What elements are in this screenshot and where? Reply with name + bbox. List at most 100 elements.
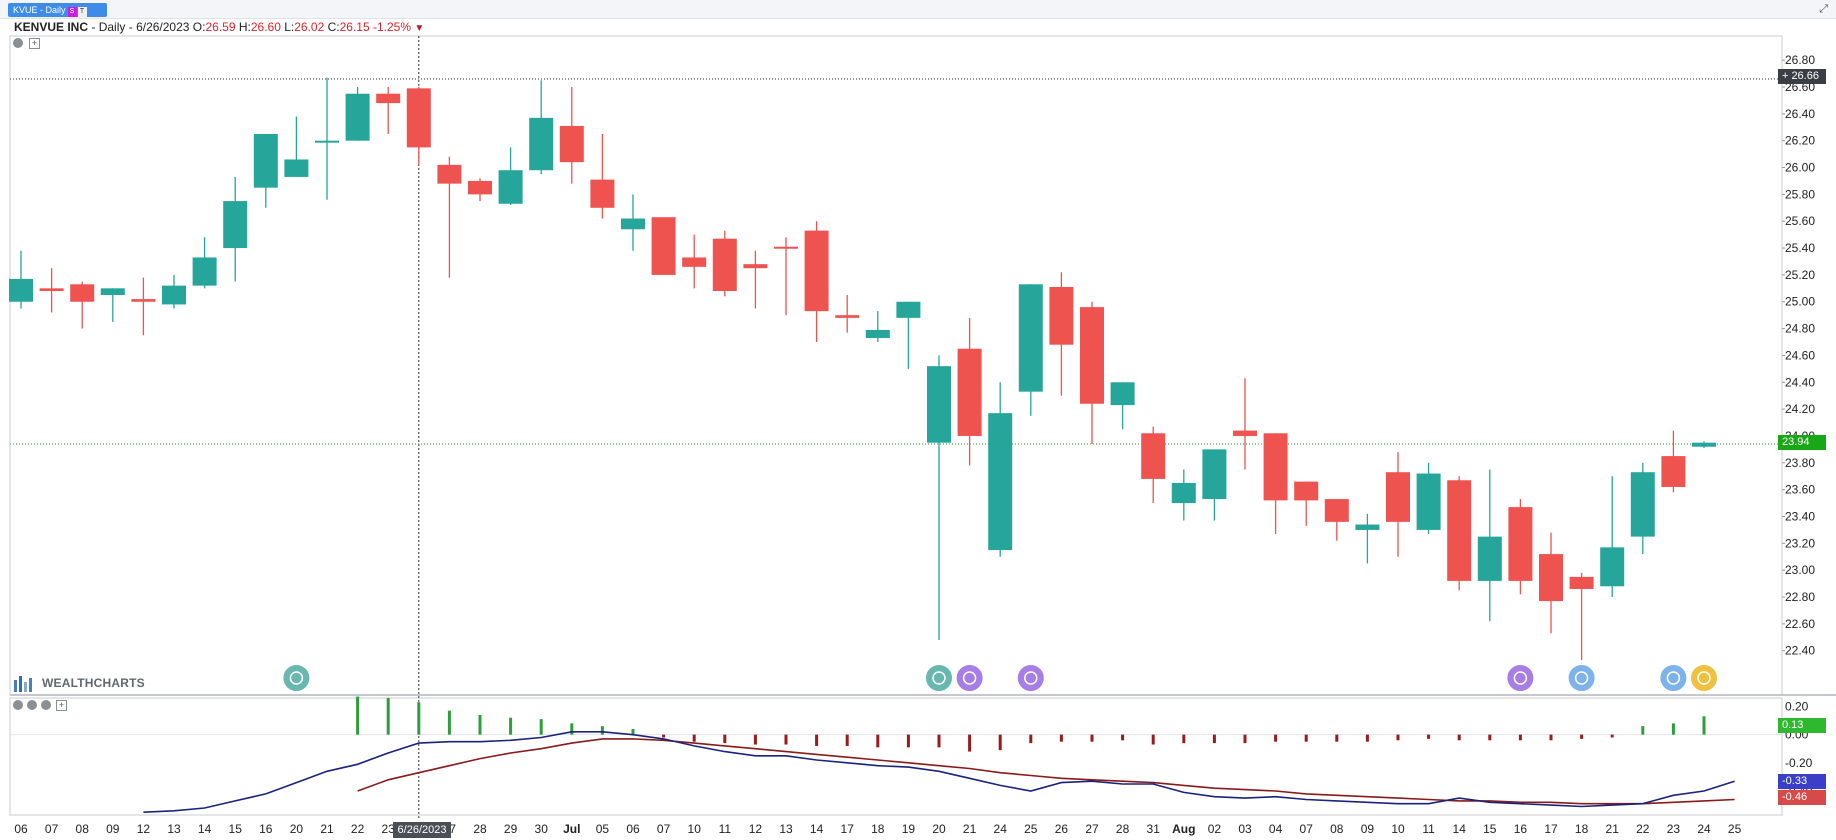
date-axis-tick: 18 (871, 822, 885, 836)
interval: Daily (98, 20, 126, 34)
macd-histogram-bar (356, 696, 360, 735)
candle-body (284, 159, 309, 177)
candle-body (39, 288, 64, 292)
crosshair-plus-icon: + (1782, 70, 1789, 82)
candle-body (1171, 482, 1196, 504)
candle-body (1416, 473, 1441, 530)
date-axis-tick: 06 (626, 822, 640, 836)
close-label: C: (327, 20, 340, 34)
candle-body (804, 230, 829, 312)
macd-histogram-bar (631, 729, 635, 735)
candle-body (1692, 442, 1716, 447)
macd-histogram-bar (417, 702, 421, 735)
macd-histogram-bar (723, 734, 727, 744)
candle-body (896, 301, 921, 318)
s-badge[interactable]: S (67, 7, 77, 17)
macd-hist-label: 0.13 (1778, 718, 1826, 733)
candle-body (1386, 472, 1410, 522)
date-axis-tick: 16 (259, 822, 273, 836)
price-axis-tick: 23.40 (1785, 509, 1815, 523)
candle-body (1233, 430, 1257, 436)
date-axis-tick: 11 (719, 822, 732, 836)
macd-settings-icon[interactable] (13, 700, 23, 710)
macd-histogram-bar (1580, 734, 1584, 739)
macd-histogram-bar (815, 734, 819, 746)
candle-body (1049, 286, 1074, 345)
event-marker-glyph (1666, 671, 1681, 685)
macd-histogram-bar (1488, 734, 1492, 741)
candle-body (162, 285, 186, 305)
macd-histogram-bar (876, 734, 880, 748)
high-label: H: (238, 20, 251, 34)
event-marker-icon (924, 663, 954, 693)
date-axis-tick: 24 (1697, 822, 1711, 836)
macd-histogram-bar (539, 719, 543, 735)
wealthcharts-logo: WEALTHCHARTS (14, 674, 145, 694)
candle-body (743, 264, 768, 269)
date-axis-tick: 08 (1330, 822, 1344, 836)
candle-body (1477, 536, 1502, 581)
close-value: 26.15 (339, 20, 370, 34)
candle-body (1661, 456, 1686, 487)
macd-line (143, 731, 1735, 813)
price-axis-tick: 23.20 (1785, 536, 1815, 550)
macd-histogram-bar (845, 734, 849, 746)
macd-histogram-bar (1335, 734, 1339, 742)
date-axis-tick: Jul (563, 822, 580, 836)
date-axis-tick: 10 (1391, 822, 1405, 836)
date-axis-tick: 30 (535, 822, 549, 836)
date-axis-tick: 25 (1024, 822, 1038, 836)
macd-line-label: -0.33 (1778, 774, 1826, 789)
date-axis-tick: 28 (1116, 822, 1130, 836)
date-axis-tick: 09 (1361, 822, 1375, 836)
event-marker-icon (1658, 663, 1689, 693)
macd-histogram-bar (1457, 734, 1461, 741)
date-axis-tick: 05 (596, 822, 610, 836)
date-axis-tick: 07 (657, 822, 671, 836)
crosshair-price-label: +26.66 (1778, 69, 1826, 84)
macd-hide-icon[interactable] (27, 700, 37, 710)
macd-histogram-bar (662, 734, 666, 738)
t-badge[interactable]: T (77, 7, 87, 17)
macd-signal-line (357, 738, 1735, 805)
pane-add-icon[interactable]: + (29, 38, 40, 49)
macd-remove-icon[interactable] (41, 700, 51, 710)
price-axis-tick: 24.20 (1785, 402, 1815, 416)
macd-signal-label: -0.46 (1778, 790, 1826, 805)
macd-histogram-bar (1029, 734, 1033, 744)
macd-add-icon[interactable]: + (56, 700, 67, 711)
candle-body (437, 164, 462, 184)
date-axis-tick: 16 (1514, 822, 1528, 836)
high-value: 26.60 (250, 20, 281, 34)
wealthcharts-logo-icon (14, 676, 32, 692)
candle-body (1080, 307, 1104, 404)
candle-body (559, 125, 584, 163)
candle-body (682, 257, 707, 267)
macd-pane-frame (9, 697, 1783, 816)
macd-histogram-bar (1641, 726, 1645, 735)
date-axis-tick: Aug (1172, 822, 1195, 836)
legend-date: 6/26/2023 (136, 20, 190, 34)
candle-body (468, 180, 492, 195)
date-axis-tick: 21 (963, 822, 977, 836)
ticker-tab[interactable]: KVUE - Daily S T (8, 3, 107, 17)
macd-histogram-bar (1121, 734, 1125, 741)
price-axis-tick: 23.60 (1785, 483, 1815, 497)
date-axis-tick: 12 (137, 822, 151, 836)
macd-histogram-bar (1518, 734, 1522, 741)
candle-body (9, 278, 33, 302)
date-axis-tick: 11 (1422, 822, 1435, 836)
date-axis-tick: 20 (290, 822, 304, 836)
candle-body (1018, 284, 1043, 392)
price-axis-tick: 22.40 (1785, 644, 1815, 658)
event-marker-icon (1689, 663, 1719, 693)
date-axis-tick: 23 (1667, 822, 1681, 836)
price-axis-tick: 22.80 (1785, 590, 1815, 604)
macd-histogram-bar (1427, 734, 1431, 739)
candle-body (1202, 449, 1227, 500)
pane-settings-icon[interactable] (13, 38, 23, 48)
date-axis-tick: 07 (45, 822, 59, 836)
candle-body (253, 133, 278, 188)
expand-icon[interactable]: ⤢ (1819, 3, 1828, 15)
